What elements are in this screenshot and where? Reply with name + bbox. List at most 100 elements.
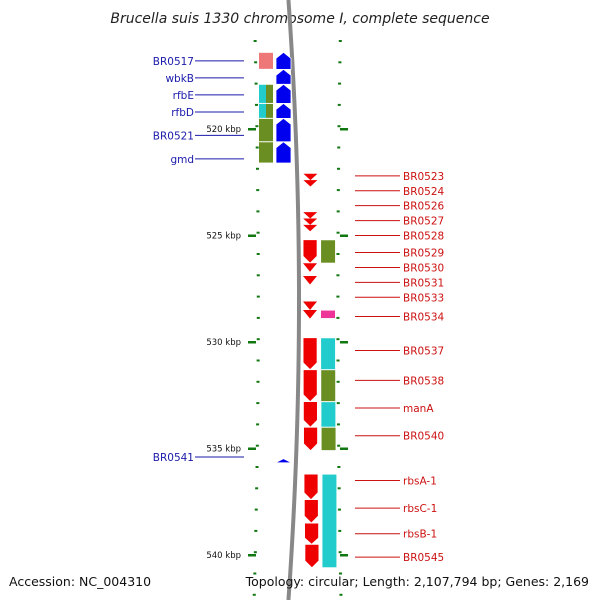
reverse-gene-arrow: [302, 401, 318, 428]
forward-gene-arrow: [275, 102, 292, 119]
minor-tick: [254, 529, 258, 532]
minor-tick: [253, 572, 257, 575]
minor-tick: [253, 40, 257, 42]
kbp-tick: [340, 554, 348, 557]
kbp-tick: [340, 128, 348, 131]
minor-tick: [336, 402, 340, 405]
gene-label: rfbD: [171, 107, 194, 119]
minor-tick: [336, 189, 340, 192]
forward-category-block: [259, 103, 266, 118]
gene-label: BR0545: [403, 552, 444, 564]
forward-gene-arrow: [275, 51, 292, 70]
minor-tick: [337, 103, 341, 106]
minor-tick: [255, 444, 259, 447]
minor-tick: [256, 359, 260, 362]
minor-tick: [339, 572, 343, 575]
kbp-label: 520 kbp: [206, 125, 241, 135]
gene-label: BR0533: [403, 292, 444, 304]
reverse-gene-arrow: [303, 180, 318, 187]
minor-tick: [254, 103, 258, 106]
reverse-gene-arrow: [302, 337, 318, 371]
minor-tick: [336, 253, 340, 255]
gene-label: BR0524: [403, 186, 445, 198]
forward-category-block: [259, 52, 273, 69]
minor-tick: [256, 338, 260, 341]
gene-label: gmd: [170, 154, 194, 166]
kbp-tick: [248, 447, 256, 450]
minor-tick: [338, 529, 342, 532]
reverse-gene-arrow: [304, 522, 320, 545]
minor-tick: [337, 508, 341, 511]
reverse-category-block: [321, 402, 336, 427]
gene-label: BR0526: [403, 201, 445, 213]
gene-label: BR0537: [403, 346, 444, 358]
kbp-tick: [248, 554, 256, 557]
minor-tick: [254, 61, 258, 64]
reverse-gene-arrow: [303, 275, 318, 285]
minor-tick: [256, 316, 260, 319]
gene-label: rbsA-1: [403, 475, 437, 487]
reverse-gene-arrow: [303, 473, 319, 501]
reverse-gene-arrow: [303, 218, 318, 225]
accession-text: Accession: NC_004310: [9, 574, 151, 589]
reverse-category-block: [321, 338, 336, 370]
minor-tick: [256, 189, 260, 192]
kbp-tick: [248, 128, 256, 131]
reverse-gene-arrow: [303, 212, 318, 219]
minor-tick: [336, 338, 340, 341]
kbp-tick: [340, 447, 348, 450]
reverse-gene-arrow: [303, 301, 318, 311]
minor-tick: [337, 466, 341, 468]
minor-tick: [337, 487, 341, 490]
reverse-gene-arrow: [304, 543, 320, 569]
minor-tick: [336, 359, 340, 362]
gene-labels: BR0517 wbkB rfbE rfbD BR0521 gmd BR0541 BR0523 B…: [153, 56, 445, 564]
minor-tick: [337, 125, 341, 128]
gene-label: wbkB: [165, 73, 194, 85]
reverse-gene-arrow: [303, 224, 318, 232]
gene-label: BR0523: [403, 171, 444, 183]
minor-tick: [254, 82, 258, 85]
reverse-gene-arrow: [303, 499, 319, 524]
genome-summary-text: Topology: circular; Length: 2,107,794 bp…: [245, 574, 589, 589]
minor-tick: [337, 146, 341, 149]
minor-tick: [339, 593, 343, 596]
gene-label: BR0530: [403, 262, 444, 274]
kbp-tick: [340, 341, 348, 344]
minor-tick: [256, 210, 260, 213]
gene-label: BR0531: [403, 277, 444, 289]
minor-tick: [336, 295, 340, 298]
minor-tick: [338, 61, 342, 64]
forward-category-block: [266, 84, 273, 103]
minor-tick: [256, 380, 260, 383]
minor-tick: [254, 508, 258, 511]
backbone-arc: [286, 0, 302, 600]
gene-label: BR0527: [403, 216, 444, 228]
gene-label: rfbE: [173, 90, 194, 102]
minor-tick: [255, 125, 259, 128]
reverse-gene-arrow: [303, 263, 318, 272]
minor-tick: [255, 487, 259, 490]
gene-label: BR0528: [403, 231, 444, 243]
forward-gene-arrow: [275, 141, 292, 164]
gene-label: BR0529: [403, 248, 444, 260]
minor-tick: [256, 253, 260, 255]
forward-gene-arrow: [275, 68, 292, 85]
minor-tick: [256, 423, 260, 426]
reverse-gene-arrow: [303, 310, 318, 319]
forward-strand-genes: [259, 51, 292, 463]
forward-gene-arrow: [275, 117, 292, 143]
reverse-category-block: [321, 370, 336, 402]
kbp-tick: [340, 234, 348, 237]
reverse-gene-arrow: [303, 426, 318, 452]
minor-tick: [255, 146, 259, 149]
minor-tick: [255, 466, 259, 468]
backbone: [286, 0, 302, 600]
reverse-gene-arrow: [302, 369, 318, 403]
forward-category-block: [259, 84, 266, 103]
reverse-strand-genes: [302, 173, 337, 569]
minor-tick: [338, 551, 342, 554]
minor-tick: [336, 274, 340, 277]
gene-label: rbsC-1: [403, 503, 437, 515]
